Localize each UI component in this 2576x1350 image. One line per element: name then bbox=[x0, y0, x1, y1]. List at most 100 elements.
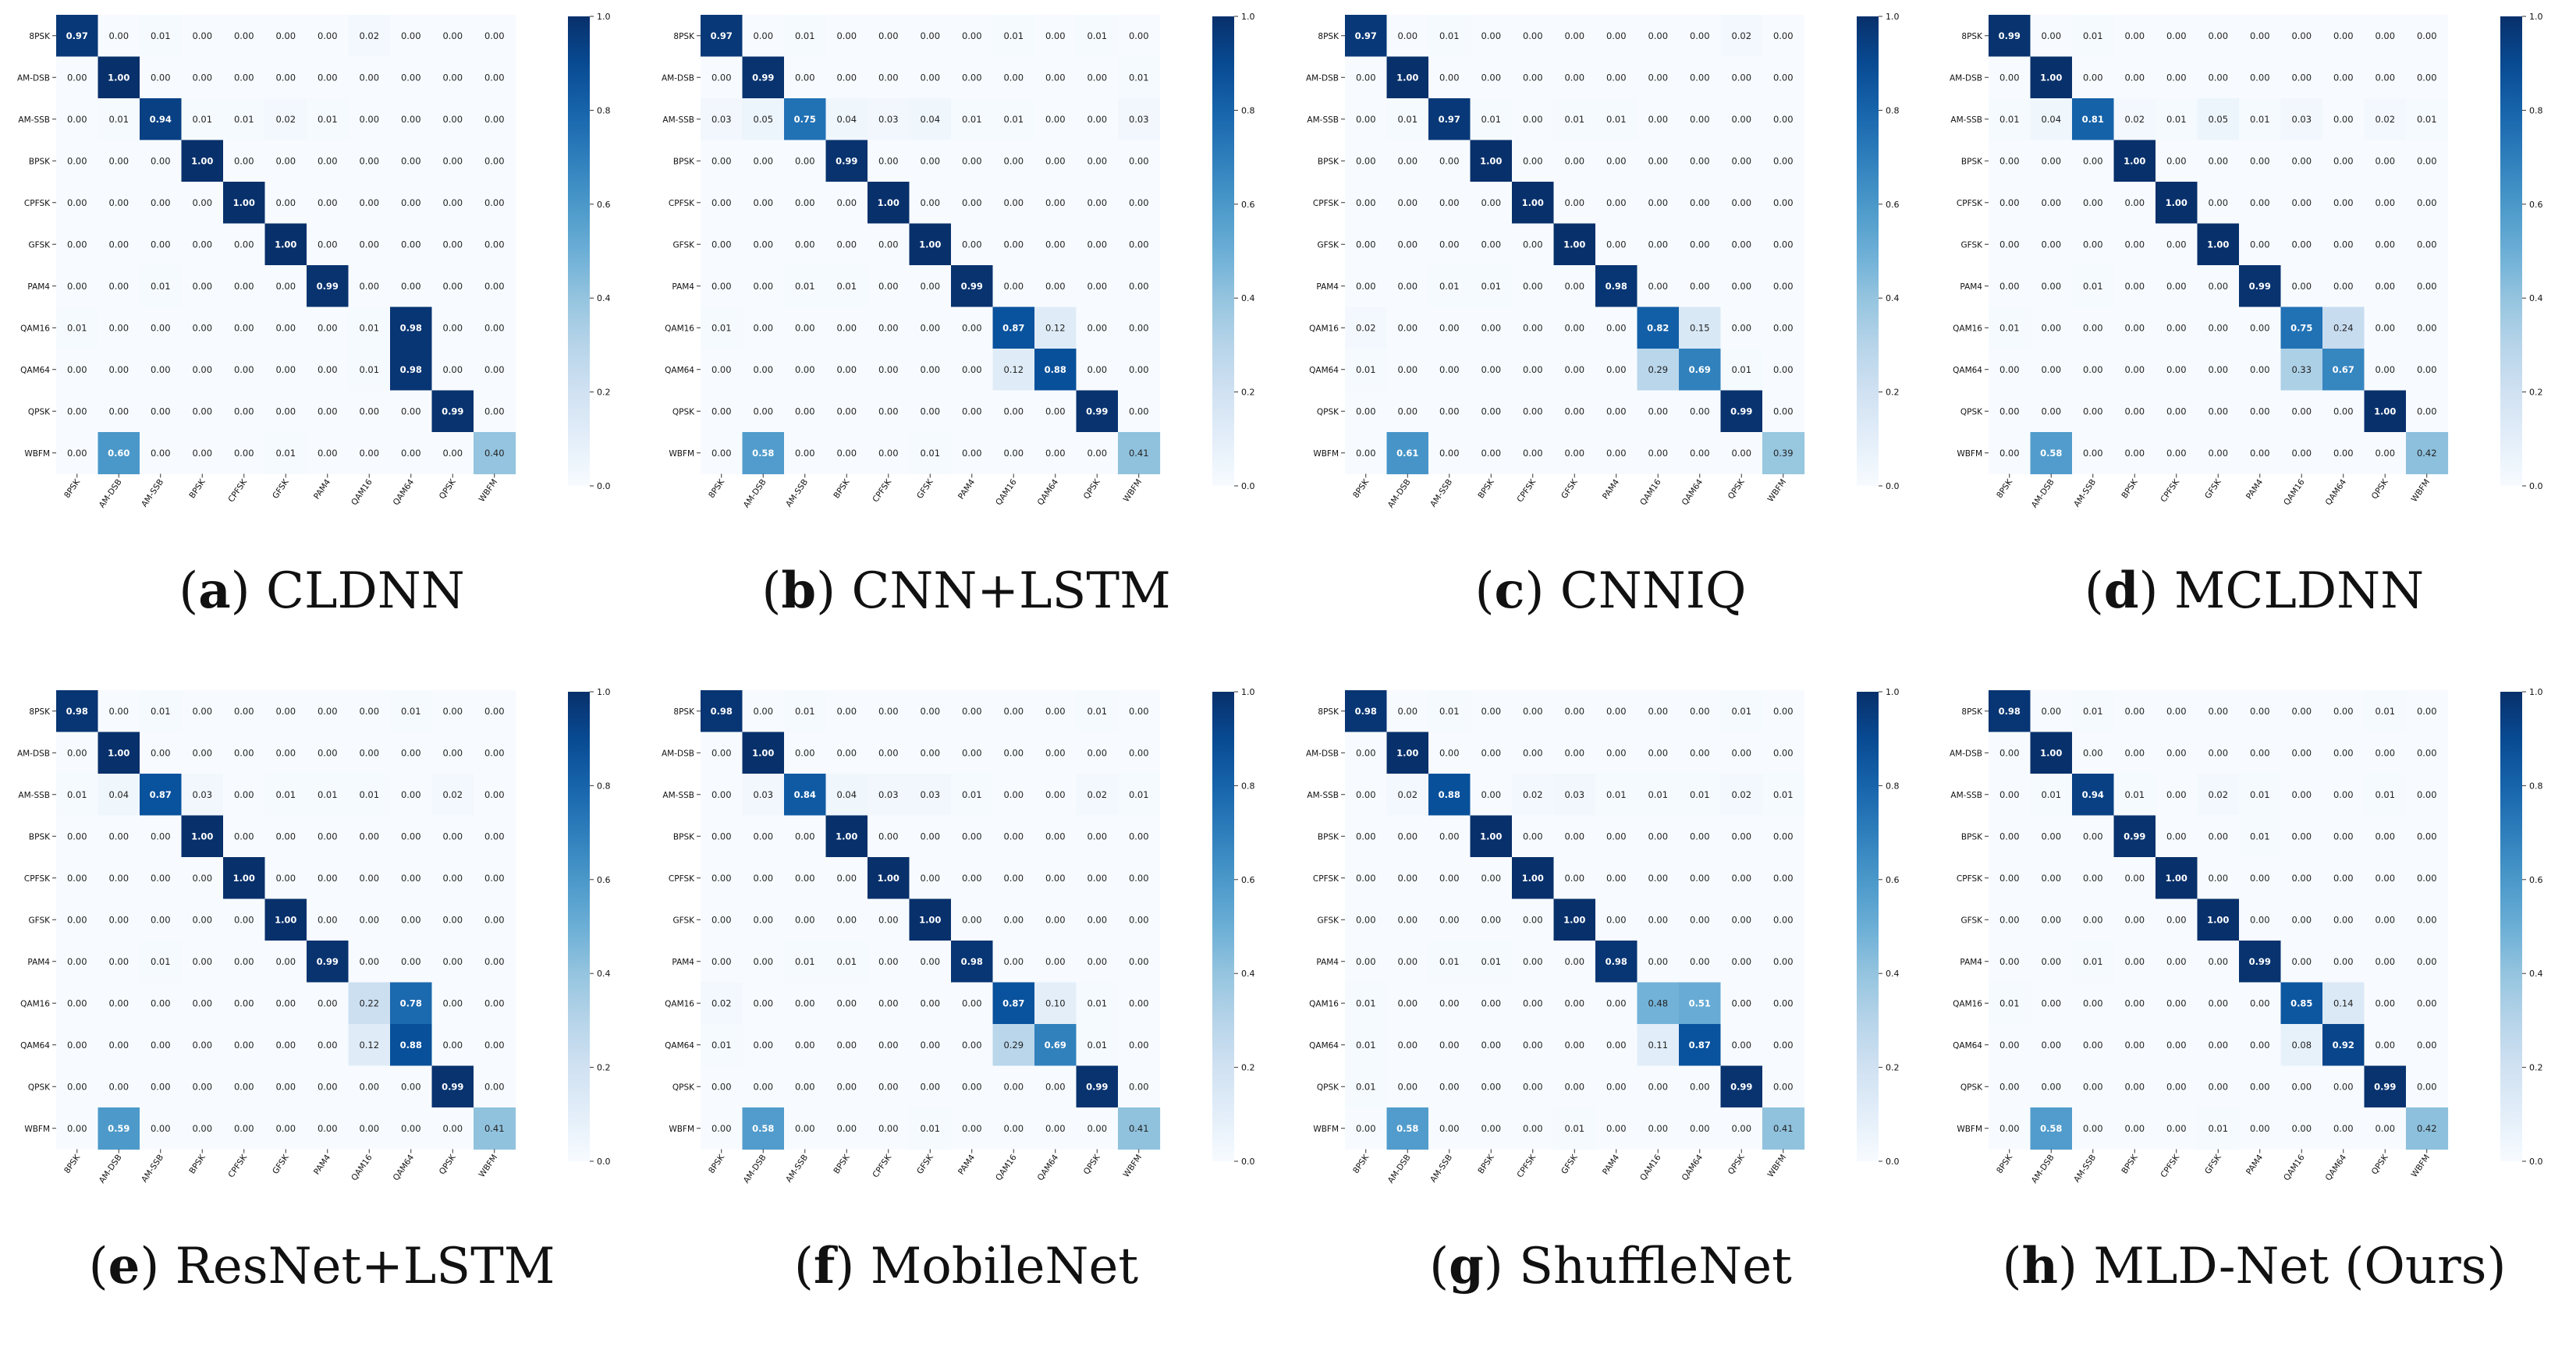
heatmap-cell bbox=[742, 390, 785, 433]
cell-value-label: 0.00 bbox=[2166, 364, 2187, 375]
heatmap-cell bbox=[868, 223, 910, 266]
heatmap-cell bbox=[1076, 1107, 1119, 1150]
heatmap-cell bbox=[1345, 223, 1388, 266]
heatmap-cell bbox=[951, 1024, 994, 1067]
cell-value-label: 0.00 bbox=[484, 406, 505, 416]
heatmap-cell bbox=[992, 898, 1035, 941]
heatmap-cell bbox=[2406, 223, 2449, 266]
heatmap-cell bbox=[742, 898, 785, 941]
cell-value-label: 0.00 bbox=[1439, 448, 1460, 459]
heatmap-cell bbox=[2113, 690, 2156, 733]
confusion-matrix-panel-e: 0.98 0.00 0.01 0.00 0.00 0.00 0.00 0.00 0.01 0.00… bbox=[0, 675, 644, 1350]
heatmap-cell bbox=[825, 390, 868, 433]
heatmap-cell bbox=[825, 1065, 868, 1108]
cell-value-label: 0.00 bbox=[1439, 997, 1460, 1008]
y-tick-label: GFSK bbox=[672, 240, 695, 250]
cell-value-label: 0.00 bbox=[2124, 281, 2145, 292]
heatmap-cell bbox=[2406, 56, 2449, 99]
cell-value-label: 0.00 bbox=[359, 747, 379, 758]
colorbar bbox=[568, 692, 590, 1161]
heatmap-svg: 0.98 0.00 0.01 0.00 0.00 0.00 0.00 0.00 0.00 0.01… bbox=[1950, 687, 2543, 1185]
x-tick-label: QAM64 bbox=[392, 1153, 417, 1182]
heatmap-cell bbox=[1720, 98, 1763, 141]
heatmap-cell bbox=[2156, 732, 2198, 774]
x-tick-label: PAM4 bbox=[312, 1153, 332, 1177]
cell-value-label: 0.00 bbox=[1129, 322, 1149, 333]
x-tick-label: QAM16 bbox=[2282, 1153, 2307, 1182]
heatmap-cell bbox=[2113, 349, 2156, 392]
cell-value-label: 0.00 bbox=[401, 114, 421, 125]
cell-value-label: 0.01 bbox=[1087, 997, 1107, 1008]
y-tick-label: GFSK bbox=[1960, 240, 1983, 250]
panel-caption: (c) CNNIQ bbox=[1474, 562, 1747, 620]
heatmap-cell bbox=[1118, 898, 1161, 941]
heatmap-cell bbox=[1679, 898, 1722, 941]
cell-value-label: 0.00 bbox=[234, 831, 254, 842]
heatmap-cell bbox=[825, 223, 868, 266]
heatmap-cell bbox=[2072, 306, 2115, 349]
y-tick-label: AM-SSB bbox=[1307, 115, 1339, 125]
heatmap-cell bbox=[140, 223, 183, 266]
heatmap-cell bbox=[868, 182, 910, 225]
heatmap-cell bbox=[56, 182, 99, 225]
cell-value-label: 0.08 bbox=[2291, 1040, 2312, 1051]
cell-value-label: 0.01 bbox=[1356, 997, 1376, 1008]
cell-value-label: 0.00 bbox=[1045, 114, 1066, 125]
heatmap-cell bbox=[1428, 98, 1471, 141]
heatmap-cell bbox=[2364, 857, 2407, 900]
cell-value-label: 0.00 bbox=[359, 406, 379, 416]
heatmap-cell bbox=[348, 349, 391, 392]
cell-value-label: 0.00 bbox=[1606, 706, 1627, 717]
cell-value-label: 0.00 bbox=[108, 1040, 129, 1051]
cell-value-label: 0.00 bbox=[1087, 114, 1107, 125]
cell-value-label: 0.00 bbox=[1439, 873, 1460, 884]
cell-value-label: 0.00 bbox=[1439, 1040, 1460, 1051]
cell-value-label: 0.00 bbox=[67, 997, 87, 1008]
y-tick-label: QPSK bbox=[1317, 407, 1339, 416]
cell-value-label: 0.00 bbox=[836, 197, 857, 208]
heatmap-cell bbox=[909, 815, 952, 858]
heatmap-cell bbox=[98, 690, 140, 733]
cell-value-label: 0.00 bbox=[442, 72, 463, 83]
heatmap-cell bbox=[825, 140, 868, 182]
heatmap-cell bbox=[2322, 1107, 2365, 1150]
heatmap-cell bbox=[951, 941, 994, 983]
heatmap-cell bbox=[2197, 349, 2240, 392]
heatmap-cell bbox=[2113, 815, 2156, 858]
cell-value-label: 0.00 bbox=[1523, 914, 1543, 925]
cell-value-label: 0.00 bbox=[275, 155, 296, 166]
cell-value-label: 0.00 bbox=[962, 1123, 982, 1134]
heatmap-cell bbox=[1386, 1024, 1429, 1067]
heatmap-cell bbox=[2364, 774, 2407, 817]
cell-value-label: 0.00 bbox=[442, 364, 463, 375]
cell-value-label: 0.00 bbox=[836, 448, 857, 459]
cell-value-label: 0.00 bbox=[1129, 873, 1149, 884]
cell-value-label: 0.41 bbox=[1129, 1123, 1149, 1134]
heatmap-cell bbox=[1762, 182, 1805, 225]
heatmap-cell bbox=[307, 732, 349, 774]
cell-value-label: 0.00 bbox=[2291, 239, 2312, 250]
cell-value-label: 0.00 bbox=[2083, 747, 2103, 758]
heatmap-cell bbox=[742, 306, 785, 349]
cell-value-label: 0.00 bbox=[2375, 1123, 2395, 1134]
cell-value-label: 0.00 bbox=[1523, 114, 1543, 125]
heatmap-cell bbox=[742, 265, 785, 308]
heatmap-cell bbox=[1428, 815, 1471, 858]
cell-value-label: 1.00 bbox=[878, 873, 899, 884]
heatmap-cell bbox=[1470, 182, 1513, 225]
cell-value-label: 0.00 bbox=[1045, 914, 1066, 925]
heatmap-cell bbox=[307, 1107, 349, 1150]
cell-value-label: 0.00 bbox=[1397, 155, 1418, 166]
heatmap-cell bbox=[1034, 941, 1077, 983]
cell-value-label: 0.00 bbox=[108, 706, 129, 717]
heatmap-cell bbox=[1118, 1107, 1161, 1150]
heatmap-cell bbox=[348, 15, 391, 58]
cell-value-label: 1.00 bbox=[275, 914, 296, 925]
cell-value-label: 0.00 bbox=[1773, 364, 1794, 375]
heatmap-cell bbox=[181, 815, 224, 858]
cell-value-label: 0.00 bbox=[234, 155, 254, 166]
x-tick-label: AM-SSB bbox=[2072, 477, 2098, 508]
heatmap-cell bbox=[2197, 182, 2240, 225]
heatmap-cell bbox=[431, 349, 474, 392]
heatmap-cell bbox=[2030, 432, 2073, 475]
